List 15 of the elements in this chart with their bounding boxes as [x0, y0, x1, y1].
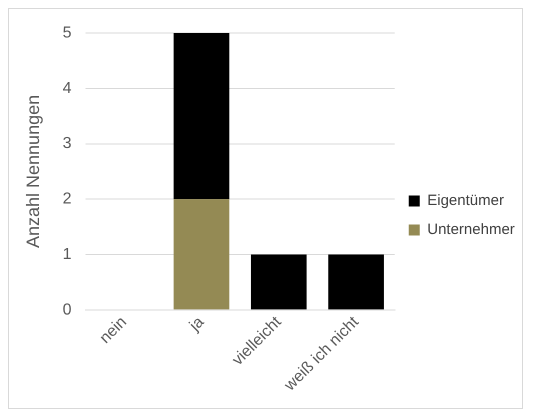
- y-tick-label: 2: [62, 190, 72, 208]
- y-tick-label: 5: [62, 24, 72, 42]
- y-tick-label: 4: [62, 80, 72, 97]
- y-axis-title: Anzahl Nennungen: [22, 94, 43, 248]
- bar: [250, 254, 307, 310]
- bar: [174, 199, 230, 310]
- y-tick-label: 3: [62, 135, 72, 152]
- y-tick-label: 0: [62, 301, 72, 318]
- y-tick-label: 1: [62, 246, 72, 263]
- x-tick-label: ja: [186, 314, 208, 336]
- legend-label: Unternehmer: [427, 221, 515, 238]
- bar: [328, 254, 384, 310]
- bar: [174, 33, 230, 200]
- x-tick-label: nein: [96, 314, 130, 348]
- legend-label: Eigentümer: [427, 192, 504, 210]
